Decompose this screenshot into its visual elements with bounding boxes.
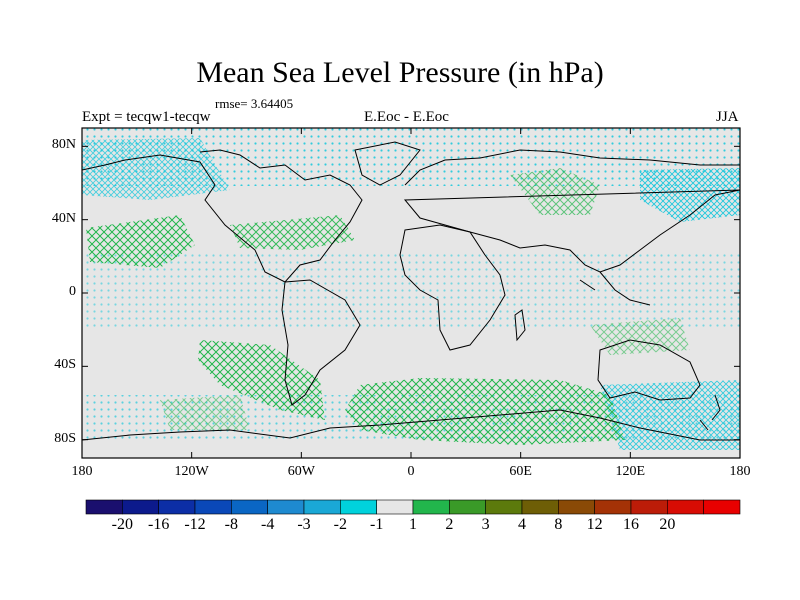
coastline-africa xyxy=(399,224,506,351)
colorbar-swatch xyxy=(231,499,268,515)
coastline-madagascar xyxy=(514,309,526,342)
lon-tick-label: 60E xyxy=(509,464,532,479)
colorbar-swatch xyxy=(303,499,341,515)
colorbar-swatch xyxy=(485,499,523,515)
lat-tick-label: 80N xyxy=(51,137,76,153)
rmse-label: rmse= 3.64405 xyxy=(215,96,294,111)
center-label: E.Eoc - E.Eoc xyxy=(364,109,449,125)
lon-tick-label: 60W xyxy=(287,464,315,479)
coastline-australia xyxy=(597,339,701,401)
colorbar-swatch xyxy=(85,499,123,515)
colorbar-label: -4 xyxy=(260,516,275,533)
lat-tick-label: 80S xyxy=(54,430,76,446)
negative-hatch-north-atlantic xyxy=(82,138,230,200)
colorbar-label: 1 xyxy=(409,516,417,533)
positive-hatch-south-atlantic xyxy=(160,395,250,430)
axis-tick-marks xyxy=(81,128,741,458)
positive-hatch-indian-ocean xyxy=(590,318,690,355)
colorbar-label: 2 xyxy=(445,516,454,533)
lat-tick-label: 40S xyxy=(54,357,76,373)
colorbar-label: -16 xyxy=(147,516,170,533)
colorbar-swatch xyxy=(122,499,159,515)
colorbar-swatch xyxy=(340,499,377,515)
lon-tick-label: 180 xyxy=(71,464,93,479)
colorbar-swatch xyxy=(667,499,704,515)
hatch-layer xyxy=(82,128,740,450)
colorbar-label: -2 xyxy=(333,516,347,533)
colorbar-label: 3 xyxy=(481,516,490,533)
colorbar-swatch xyxy=(630,499,668,515)
colorbar-label: -20 xyxy=(111,516,133,533)
colorbar-swatch xyxy=(158,499,196,515)
colorbar-swatch xyxy=(703,499,741,515)
colorbar-swatch xyxy=(521,499,559,515)
colorbar-label: -3 xyxy=(297,516,311,533)
colorbar-label: 20 xyxy=(659,516,676,533)
experiment-label: Expt = tecqw1-tecqw xyxy=(82,109,211,125)
lon-tick-label: 0 xyxy=(407,464,415,479)
season-label: JJA xyxy=(716,109,739,125)
positive-hatch-north-pacific xyxy=(86,215,195,268)
colorbar-label: -1 xyxy=(369,516,384,533)
positive-hatch-southern-ocean xyxy=(345,378,625,445)
lon-tick-label: 120W xyxy=(174,464,209,479)
coastline-north-america xyxy=(82,149,363,283)
coastline-greenland xyxy=(354,141,421,186)
colorbar-swatch xyxy=(558,499,595,515)
colorbar-label: 4 xyxy=(518,516,526,533)
map-title: Mean Sea Level Pressure (in hPa) xyxy=(196,56,604,89)
positive-hatch-east-asia xyxy=(510,168,600,215)
colorbar-label: 8 xyxy=(554,516,563,533)
colorbar-label: 16 xyxy=(623,516,639,533)
coastline-south-america xyxy=(281,279,361,406)
colorbar-label: 12 xyxy=(586,516,603,533)
positive-hatch-south-pacific xyxy=(198,340,325,420)
lat-tick-label: 40N xyxy=(51,210,76,226)
coastline-europe-asia xyxy=(403,149,740,273)
coastlines xyxy=(82,141,740,441)
negative-hatch-north-pacific xyxy=(640,168,740,222)
colorbar-swatch xyxy=(412,499,450,515)
lat-tick-label: 0 xyxy=(69,284,76,299)
coastline-new-zealand xyxy=(699,394,721,431)
coastline-southeast-asia xyxy=(579,271,651,306)
coastline-antarctica xyxy=(82,409,740,441)
positive-hatch-atlantic xyxy=(230,215,355,250)
colorbar-swatch xyxy=(376,499,414,515)
colorbar-swatch xyxy=(267,499,305,515)
colorbar-swatch xyxy=(449,499,486,515)
lon-tick-label: 180 xyxy=(729,464,751,479)
colorbar-swatch xyxy=(194,499,232,515)
colorbar-label: -8 xyxy=(224,516,238,533)
negative-hatch-tropics xyxy=(82,250,740,330)
colorbar-swatch xyxy=(594,499,632,515)
colorbar-label: -12 xyxy=(184,516,206,533)
lon-tick-label: 120E xyxy=(615,464,646,479)
